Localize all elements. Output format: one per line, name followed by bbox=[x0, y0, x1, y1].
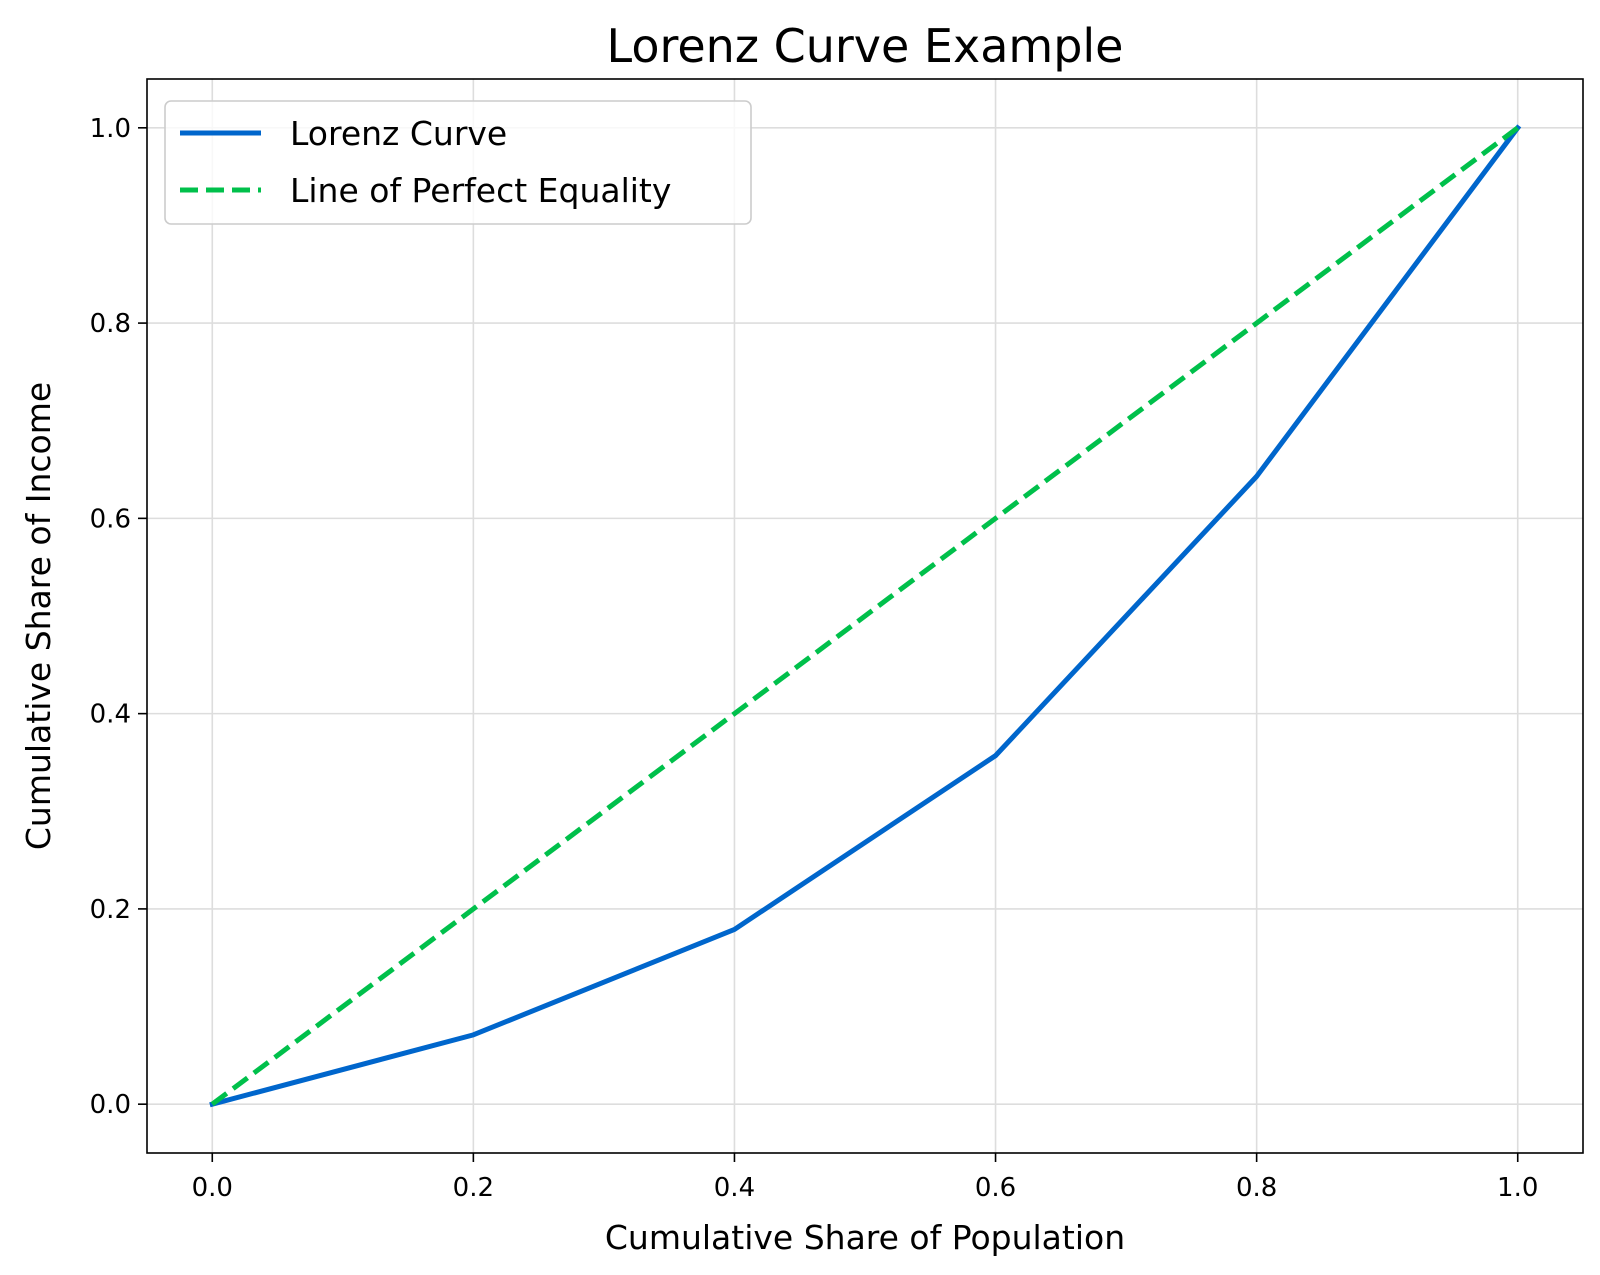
y-tick-label: 0.6 bbox=[90, 504, 131, 534]
y-tick-label: 0.2 bbox=[90, 895, 131, 925]
legend-label-equality: Line of Perfect Equality bbox=[290, 171, 671, 210]
x-tick-label: 0.8 bbox=[1236, 1173, 1277, 1203]
y-tick-label: 0.8 bbox=[90, 309, 131, 339]
equality-line bbox=[210, 125, 1520, 1107]
chart-title: Lorenz Curve Example bbox=[607, 19, 1124, 73]
series-layer bbox=[209, 124, 1522, 1108]
x-tick-label: 0.0 bbox=[192, 1173, 233, 1203]
y-tick-label: 0.4 bbox=[90, 700, 131, 730]
x-tick-label: 1.0 bbox=[1497, 1173, 1538, 1203]
legend-box bbox=[164, 100, 752, 225]
lorenz-curve-line bbox=[209, 124, 1522, 1108]
y-tick-label: 1.0 bbox=[90, 114, 131, 144]
plot-frame bbox=[146, 78, 1584, 1154]
x-tick-label: 0.2 bbox=[453, 1173, 494, 1203]
legend-label-lorenz: Lorenz Curve bbox=[290, 114, 507, 153]
legend: Lorenz Curve Line of Perfect Equality bbox=[164, 100, 752, 225]
x-axis-label: Cumulative Share of Population bbox=[605, 1218, 1125, 1257]
x-tick-label: 0.4 bbox=[714, 1173, 755, 1203]
y-axis-label: Cumulative Share of Income bbox=[19, 382, 58, 850]
x-tick-label: 0.6 bbox=[975, 1173, 1016, 1203]
y-tick-label: 0.0 bbox=[90, 1090, 131, 1120]
axis-ticks: 0.0 0.2 0.4 0.6 0.8 1.0 0.0 0.2 0.4 0.6 0.8 1.0 bbox=[90, 114, 1539, 1203]
